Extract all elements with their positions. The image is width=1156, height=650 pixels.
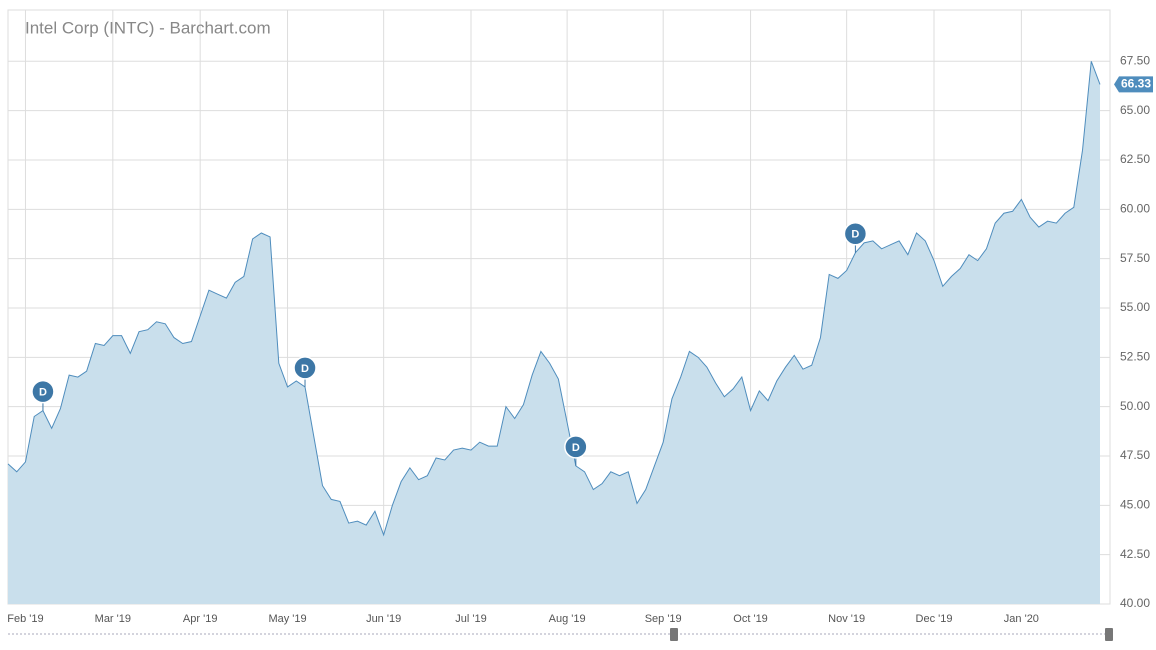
- area-fill: [8, 61, 1100, 605]
- y-tick-label: 40.00: [1120, 596, 1150, 610]
- dividend-label: D: [851, 229, 859, 241]
- x-tick-label: Sep '19: [645, 613, 682, 625]
- dividend-label: D: [39, 387, 47, 399]
- dividend-marker: [31, 379, 55, 404]
- dividend-marker: [843, 221, 868, 246]
- x-tick-label: May '19: [268, 613, 306, 625]
- price-line: [7, 61, 1101, 537]
- navigator-handle[interactable]: [1105, 628, 1113, 641]
- x-tick-label: Mar '19: [95, 613, 131, 625]
- dividend-label: D: [301, 363, 309, 375]
- y-tick-label: 52.50: [1120, 349, 1150, 363]
- dividend-label: D: [572, 442, 580, 454]
- y-tick-label: 60.00: [1120, 201, 1150, 215]
- y-tick-label: 55.00: [1120, 300, 1150, 314]
- x-tick-label: Jun '19: [366, 613, 401, 625]
- y-tick-label: 67.50: [1120, 53, 1150, 67]
- chart-title: Intel Corp (INTC) - Barchart.com: [25, 18, 271, 37]
- navigator-handle[interactable]: [670, 628, 678, 641]
- y-tick-label: 47.50: [1120, 448, 1150, 462]
- y-tick-label: 50.00: [1120, 399, 1150, 413]
- y-tick-label: 57.50: [1120, 251, 1150, 265]
- last-price-label: 66.33: [1121, 77, 1151, 91]
- dividend-marker: [293, 356, 317, 380]
- dividend-marker: [564, 435, 588, 459]
- x-tick-label: Nov '19: [828, 613, 865, 625]
- x-tick-label: Jan '20: [1004, 613, 1039, 625]
- last-price-tag: [1114, 76, 1153, 93]
- x-tick-label: Oct '19: [733, 613, 768, 625]
- x-tick-label: Dec '19: [916, 613, 953, 625]
- y-tick-label: 42.50: [1120, 547, 1150, 561]
- x-tick-label: Feb '19: [7, 613, 43, 625]
- x-tick-label: Jul '19: [455, 613, 486, 625]
- x-tick-label: Aug '19: [549, 613, 586, 625]
- y-tick-label: 65.00: [1120, 103, 1150, 117]
- y-tick-label: 62.50: [1120, 152, 1150, 166]
- y-tick-label: 45.00: [1120, 498, 1150, 512]
- x-tick-label: Apr '19: [183, 613, 218, 625]
